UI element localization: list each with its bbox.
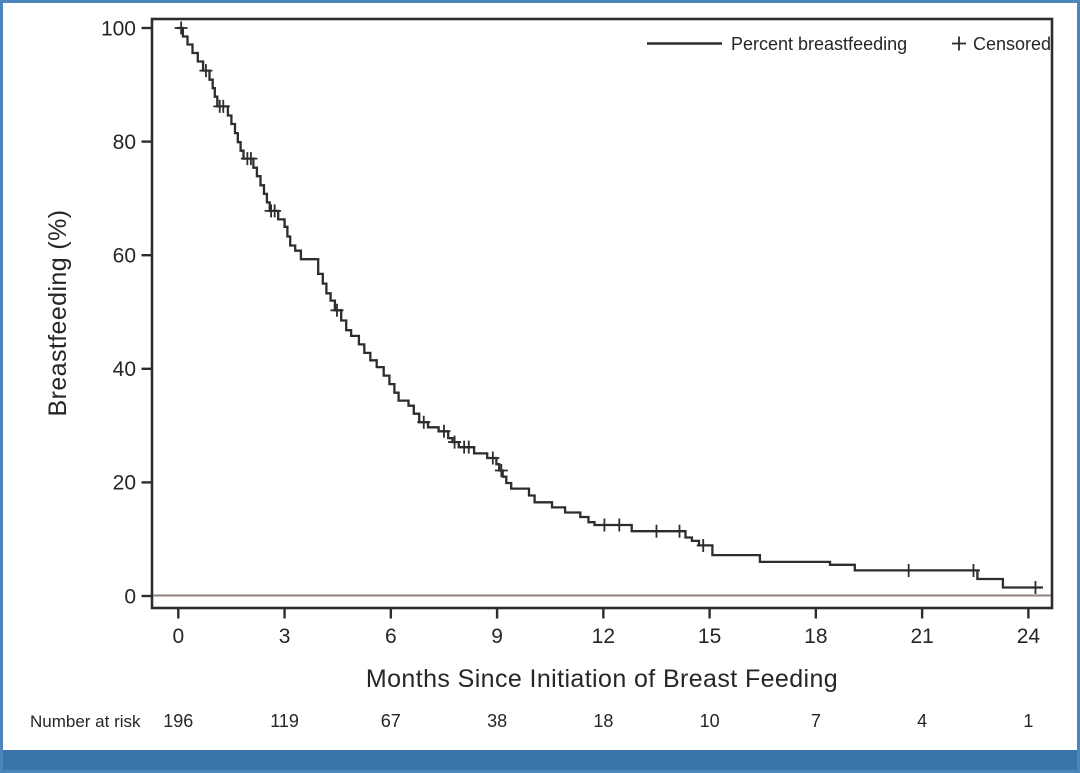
censor-mark-icon (966, 563, 980, 577)
number-at-risk-values: 196 119 67 38 18 10 7 4 1 (163, 711, 1033, 731)
censor-mark-icon (199, 64, 213, 78)
x-axis-title: Months Since Initiation of Breast Feedin… (366, 665, 838, 693)
censor-mark-icon (597, 518, 611, 532)
censor-mark-icon (672, 524, 686, 538)
y-tick-label: 20 (113, 472, 136, 495)
censor-mark-icon (649, 524, 663, 538)
censor-mark-icon (1028, 580, 1042, 594)
y-tick-label: 0 (124, 585, 136, 608)
x-tick-label: 15 (698, 625, 721, 648)
legend-plus-icon (952, 36, 966, 51)
censor-marks (174, 21, 1042, 594)
censor-mark-icon (486, 451, 500, 465)
y-tick-label: 40 (113, 358, 136, 381)
x-tick-label: 0 (172, 625, 184, 648)
censor-mark-icon (448, 435, 462, 449)
risk-count: 18 (593, 711, 613, 731)
legend: Percent breastfeeding Censored (647, 34, 1051, 54)
number-at-risk-label: Number at risk (30, 712, 141, 731)
censor-mark-icon (494, 463, 508, 477)
x-tick-label: 24 (1017, 625, 1041, 648)
censor-mark-icon (174, 21, 188, 35)
x-tick-label: 21 (910, 625, 933, 648)
censor-mark-icon (244, 152, 258, 166)
censor-mark-icon (216, 99, 230, 113)
x-tick-label: 9 (491, 625, 503, 648)
risk-count: 196 (163, 711, 193, 731)
y-tick-label: 60 (113, 245, 136, 268)
risk-count: 4 (917, 711, 927, 731)
x-tick-label: 12 (592, 625, 615, 648)
x-tick-label: 18 (804, 625, 827, 648)
x-tick-label: 3 (279, 625, 291, 648)
risk-count: 7 (811, 711, 821, 731)
risk-count: 67 (381, 711, 401, 731)
y-axis-title: Breastfeeding (%) (44, 210, 72, 417)
bottom-blue-band (3, 750, 1077, 770)
censor-mark-icon (462, 440, 476, 454)
censor-mark-icon (612, 518, 626, 532)
legend-series-label: Percent breastfeeding (731, 34, 907, 54)
risk-count: 1 (1023, 711, 1033, 731)
y-tick-label: 80 (113, 131, 136, 154)
y-tick-label: 100 (101, 17, 136, 40)
censor-mark-icon (696, 538, 710, 552)
censor-mark-icon (417, 415, 431, 429)
legend-censored-label: Censored (973, 34, 1051, 54)
censor-mark-icon (330, 303, 344, 317)
censor-mark-icon (268, 204, 282, 218)
x-axis-ticks: 0 3 6 9 12 15 18 21 24 (172, 608, 1040, 648)
risk-count: 38 (487, 711, 507, 731)
x-tick-label: 6 (385, 625, 397, 648)
plot-border (150, 17, 1054, 610)
risk-count: 10 (700, 711, 720, 731)
risk-count: 119 (270, 711, 299, 731)
km-curve-line (177, 26, 1043, 589)
censor-mark-icon (902, 563, 916, 577)
censor-mark-icon (437, 424, 451, 438)
y-axis-ticks: 0 20 40 60 80 100 (101, 17, 152, 608)
